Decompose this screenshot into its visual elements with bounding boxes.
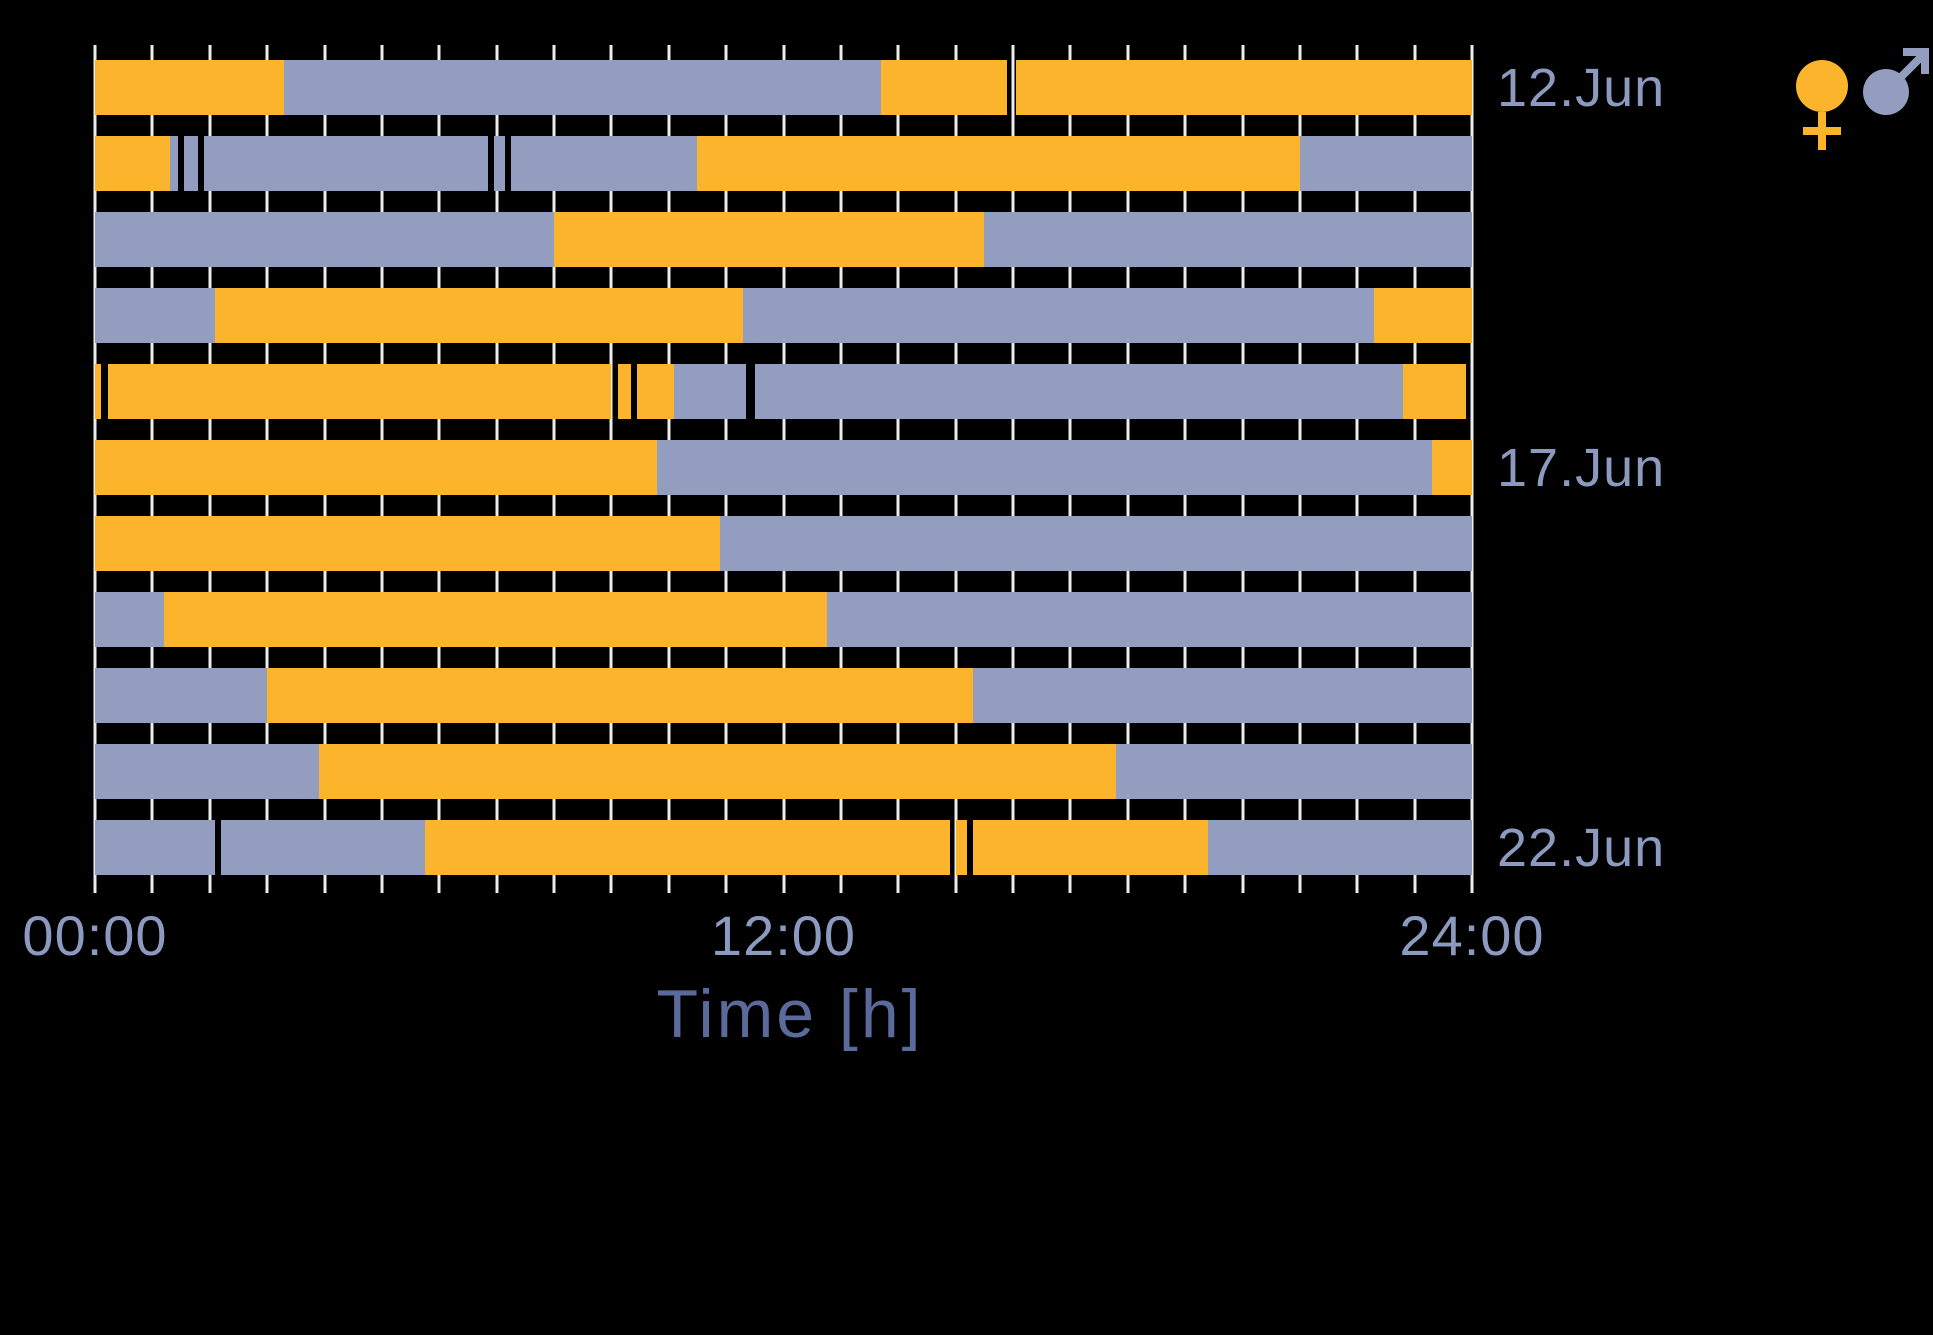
female-activity-segment	[955, 820, 968, 875]
day-row-10	[95, 820, 1472, 875]
female-activity-segment	[972, 820, 1209, 875]
female-activity-segment	[95, 364, 101, 419]
female-activity-segment	[107, 364, 612, 419]
x-tick-label-00:00: 00:00	[22, 904, 168, 967]
male-activity-segment	[1299, 136, 1472, 191]
female-sign-icon	[1796, 60, 1848, 150]
male-activity-segment	[972, 668, 1472, 723]
male-activity-segment	[95, 744, 319, 799]
day-row-5	[95, 440, 1472, 495]
male-activity-segment	[95, 288, 216, 343]
female-activity-segment	[215, 288, 744, 343]
gridline-hour-24	[1470, 45, 1474, 893]
male-activity-segment	[95, 592, 164, 647]
female-activity-segment	[554, 212, 985, 267]
date-label-12.Jun: 12.Jun	[1497, 57, 1666, 118]
female-activity-segment	[618, 364, 632, 419]
male-activity-segment	[95, 212, 554, 267]
male-activity-segment	[674, 364, 747, 419]
male-activity-segment	[1208, 820, 1472, 875]
date-label-17.Jun: 17.Jun	[1497, 437, 1666, 498]
legend-icons	[1796, 48, 1929, 150]
male-activity-segment	[754, 364, 1404, 419]
female-activity-segment	[1015, 60, 1472, 115]
day-row-7	[95, 592, 1472, 647]
day-row-1	[95, 136, 1472, 191]
plot-area	[93, 45, 1474, 893]
day-row-8	[95, 668, 1472, 723]
day-row-3	[95, 288, 1472, 343]
female-activity-segment	[95, 136, 170, 191]
male-activity-segment	[169, 136, 179, 191]
male-activity-segment	[204, 136, 488, 191]
male-activity-segment	[720, 516, 1472, 571]
male-activity-segment	[743, 288, 1375, 343]
male-activity-segment	[95, 668, 268, 723]
day-row-2	[95, 212, 1472, 267]
day-row-9	[95, 744, 1472, 799]
female-activity-segment	[697, 136, 1300, 191]
female-activity-segment	[881, 60, 1008, 115]
timeline-rows	[95, 45, 1472, 893]
female-activity-segment	[95, 516, 721, 571]
female-activity-segment	[1431, 440, 1472, 495]
male-activity-segment	[284, 60, 882, 115]
x-tick-label-24:00: 24:00	[1399, 904, 1545, 967]
x-tick-label-12:00: 12:00	[710, 904, 857, 967]
male-sign-icon	[1863, 48, 1929, 115]
female-activity-segment	[1403, 364, 1467, 419]
day-row-4	[95, 364, 1472, 419]
female-activity-segment	[163, 592, 827, 647]
day-row-0	[95, 60, 1472, 115]
male-activity-segment	[493, 136, 506, 191]
male-activity-segment	[1116, 744, 1472, 799]
female-activity-segment	[318, 744, 1117, 799]
male-activity-segment	[221, 820, 425, 875]
female-activity-segment	[637, 364, 675, 419]
legend	[1780, 36, 1933, 158]
female-activity-segment	[95, 60, 285, 115]
female-activity-segment	[95, 440, 658, 495]
date-label-22.Jun: 22.Jun	[1497, 817, 1666, 878]
male-activity-segment	[657, 440, 1432, 495]
female-activity-segment	[1374, 288, 1472, 343]
x-axis-title: Time [h]	[656, 976, 924, 1052]
male-activity-segment	[183, 136, 199, 191]
male-activity-segment	[95, 820, 216, 875]
female-activity-segment	[267, 668, 973, 723]
male-activity-segment	[510, 136, 698, 191]
male-activity-segment	[984, 212, 1472, 267]
male-activity-segment	[826, 592, 1472, 647]
day-row-6	[95, 516, 1472, 571]
female-activity-segment	[424, 820, 950, 875]
